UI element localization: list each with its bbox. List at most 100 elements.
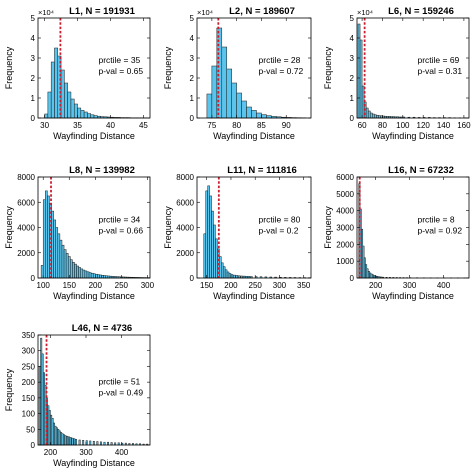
histogram-bar xyxy=(44,113,49,119)
histogram-bar xyxy=(71,437,74,446)
histogram-bar xyxy=(70,98,75,119)
x-axis-label: Wayfinding Distance xyxy=(53,291,135,301)
histogram-bar xyxy=(69,437,72,446)
histogram-bar xyxy=(99,274,102,279)
y-tick-label: 1000 xyxy=(336,257,354,266)
axes-frame xyxy=(196,17,312,119)
x-tick-label: 100 xyxy=(396,121,410,130)
stats-annotation: p-val = 0.2 xyxy=(259,225,299,235)
y-tick-label: 2 xyxy=(190,74,195,83)
histogram-bar xyxy=(45,190,48,279)
y-tick-label: 200 xyxy=(22,378,36,387)
histogram-bar xyxy=(209,195,212,279)
panel-title: L1, N = 191931 xyxy=(69,6,135,17)
histogram-bar xyxy=(99,441,102,446)
x-tick-label: 200 xyxy=(369,281,383,290)
histogram-bar xyxy=(72,261,75,279)
y-axis-label: Frequency xyxy=(163,46,173,89)
x-tick-label: 350 xyxy=(297,281,311,290)
histogram-bar xyxy=(221,46,227,119)
histogram-bar xyxy=(92,273,96,279)
y-tick-label: 4 xyxy=(190,34,195,43)
histogram-bar xyxy=(359,39,363,119)
y-tick-label: 0 xyxy=(190,274,195,283)
y-tick-label: 4000 xyxy=(176,224,194,233)
y-tick-label: 5 xyxy=(350,14,355,23)
y-axis-label: Frequency xyxy=(323,46,333,89)
stats-annotation: p-val = 0.92 xyxy=(417,225,462,235)
histogram-bar xyxy=(224,269,228,279)
histogram-bar xyxy=(78,267,81,279)
y-axis-label: Frequency xyxy=(4,206,14,249)
histogram-bar xyxy=(221,262,224,279)
x-axis-label: Wayfinding Distance xyxy=(53,131,135,141)
x-tick-label: 300 xyxy=(141,281,155,290)
y-exponent-label: ×10⁴ xyxy=(197,8,213,17)
x-tick-label: 200 xyxy=(224,281,238,290)
x-tick-label: 80 xyxy=(378,121,387,130)
histogram-panel-2: 75 80 85 90 0 1 2 3 4 5×10⁴ L2, N = 189607 Wayfindi… xyxy=(163,6,312,141)
y-tick-label: 2 xyxy=(31,74,36,83)
stats-annotation: prctile = 51 xyxy=(98,377,140,387)
x-tick-label: 85 xyxy=(257,121,266,130)
panel-title: L16, N = 67232 xyxy=(388,165,454,176)
histogram-bar xyxy=(83,111,88,119)
histogram-bar xyxy=(376,114,379,119)
histogram-bar xyxy=(50,61,55,119)
y-tick-label: 4000 xyxy=(17,224,35,233)
y-tick-label: 0 xyxy=(31,441,36,450)
stats-annotation: prctile = 8 xyxy=(417,214,454,224)
panel-title: L46, N = 4736 xyxy=(72,323,132,334)
histogram-panel-5: 150 200 250 300 350 0 2000 4000 6000 8000 L11, N =… xyxy=(163,165,312,301)
panel-title: L11, N = 111816 xyxy=(227,165,296,176)
stats-annotation: prctile = 80 xyxy=(259,214,301,224)
y-tick-label: 0 xyxy=(31,274,36,283)
histogram-bar xyxy=(40,265,44,279)
histogram-bar xyxy=(55,227,59,279)
histogram-bar xyxy=(96,441,99,446)
histogram-bar xyxy=(226,68,232,119)
stats-annotation: p-val = 0.49 xyxy=(98,388,143,398)
y-axis-label: Frequency xyxy=(4,368,14,411)
y-tick-label: 1 xyxy=(31,94,36,103)
histogram-bar xyxy=(82,269,86,279)
histogram-bar xyxy=(73,438,76,446)
histogram-bar xyxy=(73,103,78,119)
histogram-bar xyxy=(53,219,56,279)
x-tick-label: 250 xyxy=(115,281,129,290)
y-tick-label: 300 xyxy=(22,347,36,356)
x-tick-label: 120 xyxy=(417,121,431,130)
histogram-bar xyxy=(107,441,110,446)
histogram-bar xyxy=(203,233,206,279)
x-tick-label: 90 xyxy=(282,121,291,130)
x-tick-label: 80 xyxy=(232,121,241,130)
histogram-bar xyxy=(90,272,94,279)
stats-annotation: p-val = 0.66 xyxy=(98,225,143,235)
histogram-bar xyxy=(67,436,70,446)
y-axis-label: Frequency xyxy=(163,206,173,249)
histogram-bar xyxy=(67,91,72,119)
x-tick-label: 75 xyxy=(207,121,216,130)
stats-annotation: prctile = 34 xyxy=(98,214,140,224)
y-tick-label: 1 xyxy=(350,94,355,103)
axes-frame xyxy=(37,17,151,119)
histogram-bar xyxy=(88,272,92,279)
histogram-bar xyxy=(66,435,69,446)
histogram-bar xyxy=(57,233,61,279)
x-tick-label: 35 xyxy=(73,121,82,130)
histogram-panel-7: 200 300 400 0 50 100 150 200 250 300 350 L46, N = 4… xyxy=(4,323,151,468)
histogram-panel-4: 100 150 200 250 300 0 2000 4000 6000 8000 L8, N = … xyxy=(4,165,155,301)
y-tick-label: 8000 xyxy=(17,173,35,182)
x-axis-label: Wayfinding Distance xyxy=(372,131,454,141)
y-tick-label: 4 xyxy=(350,34,355,43)
histogram-bar xyxy=(205,190,208,279)
axes-frame xyxy=(37,334,151,446)
x-tick-label: 30 xyxy=(40,121,49,130)
y-tick-label: 5000 xyxy=(336,190,354,199)
histogram-bar xyxy=(261,114,267,119)
y-tick-label: 6000 xyxy=(336,173,354,182)
y-tick-label: 100 xyxy=(22,410,36,419)
